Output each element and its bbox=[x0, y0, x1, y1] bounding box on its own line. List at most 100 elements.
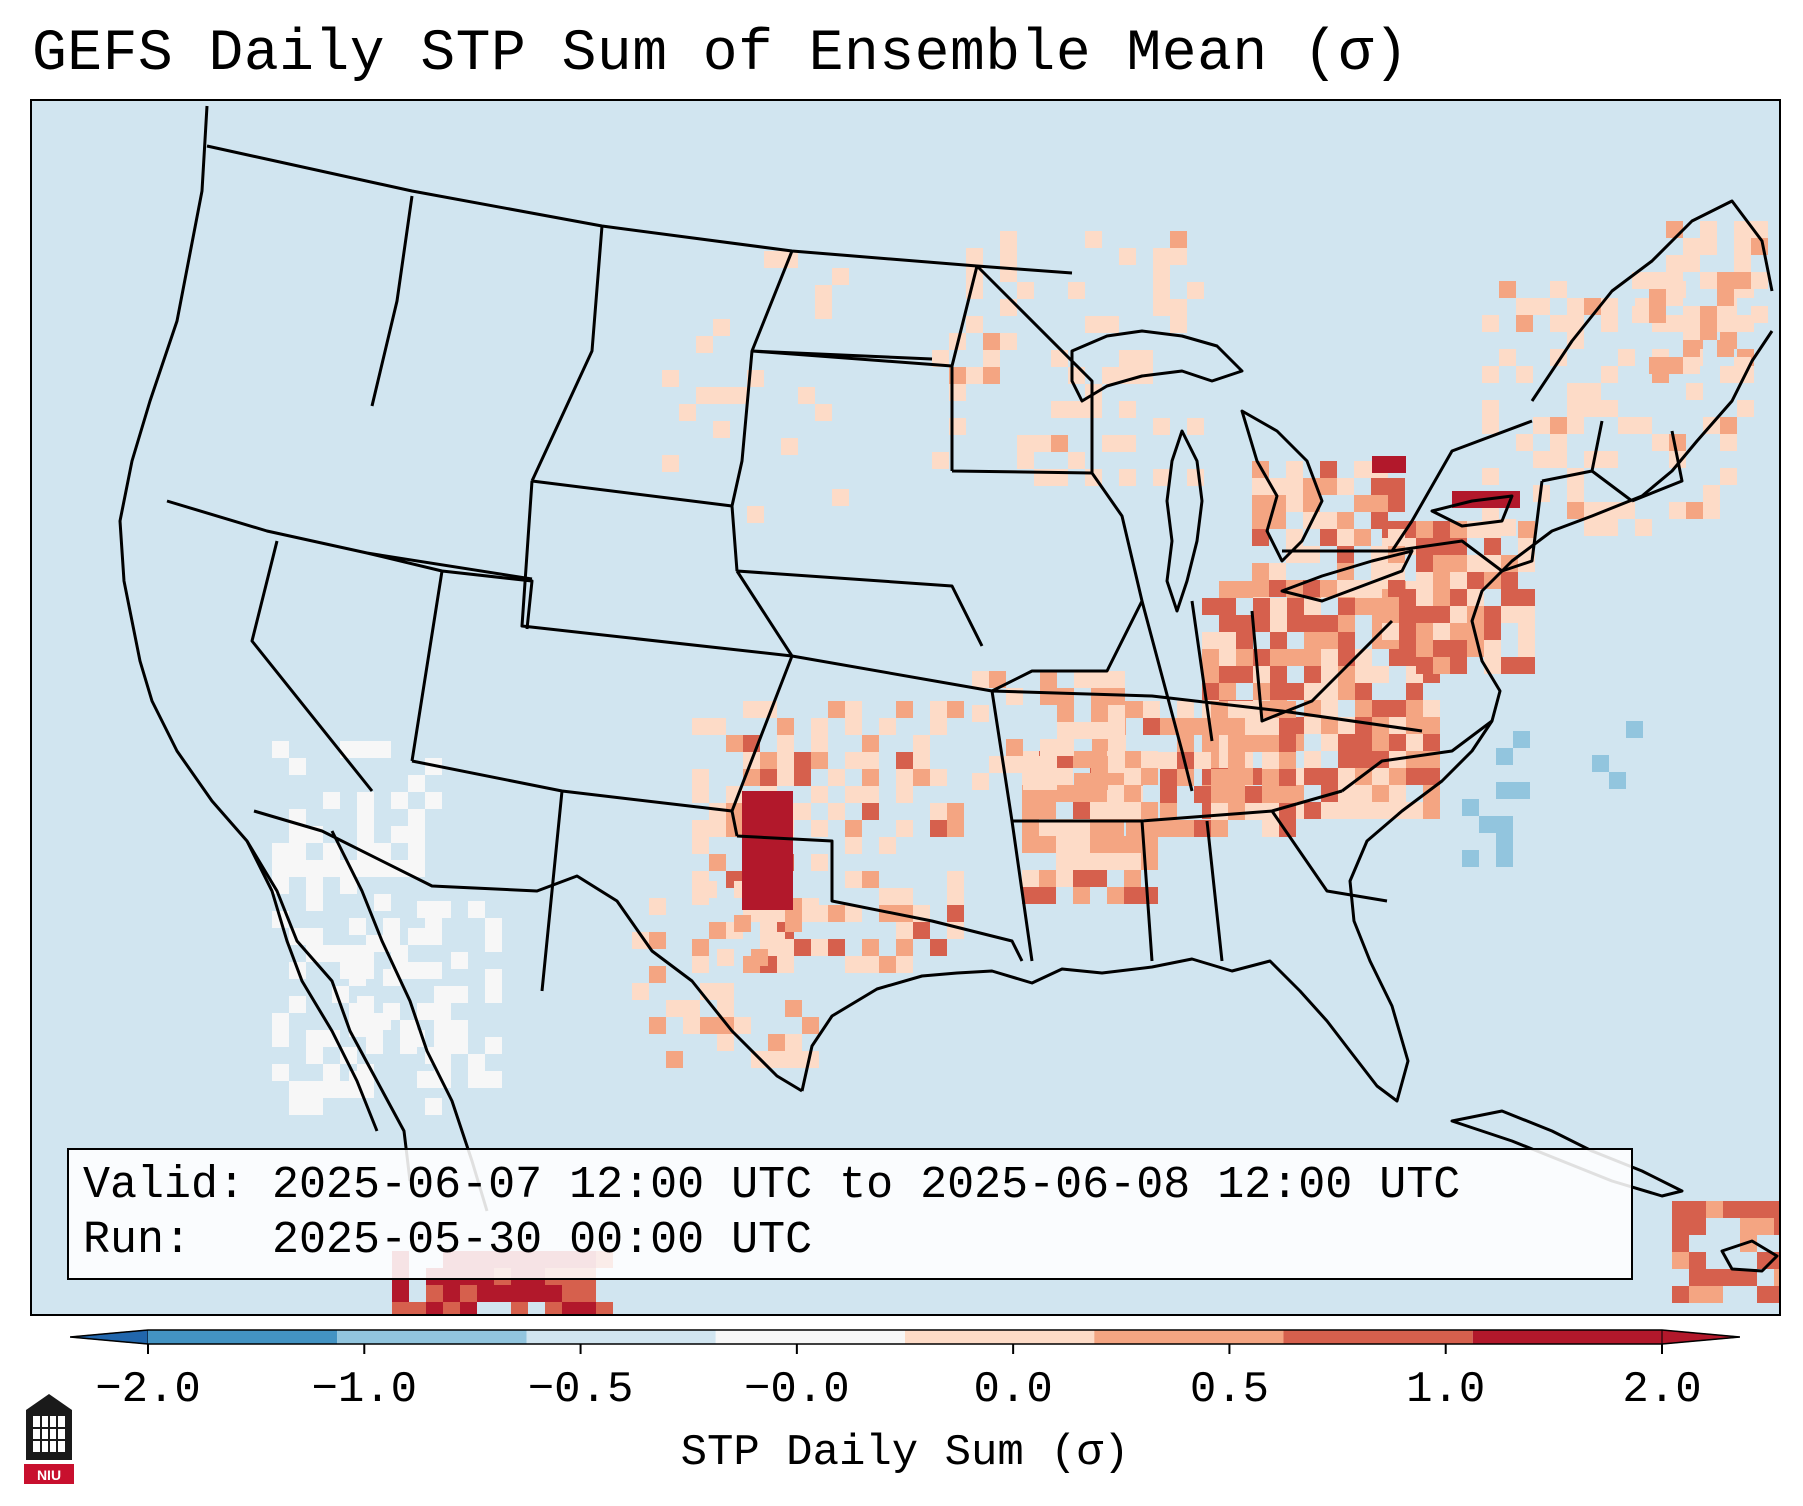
stp-cell bbox=[742, 791, 759, 808]
stp-cell bbox=[1513, 731, 1530, 748]
stp-cell bbox=[451, 1037, 468, 1054]
stp-cell bbox=[845, 956, 862, 973]
stp-cell bbox=[451, 986, 468, 1003]
stp-cell bbox=[1270, 615, 1287, 632]
stp-cell bbox=[913, 752, 930, 769]
stp-cell bbox=[408, 809, 425, 826]
stp-cell bbox=[1211, 820, 1228, 837]
stp-cell bbox=[862, 803, 879, 820]
stp-cell bbox=[649, 898, 666, 915]
stp-cell bbox=[734, 1017, 751, 1034]
stp-cell bbox=[759, 876, 776, 893]
stp-cell bbox=[1022, 870, 1039, 887]
stp-cell bbox=[966, 316, 983, 333]
stp-cell bbox=[1389, 734, 1406, 751]
stp-cell bbox=[862, 735, 879, 752]
stp-cell bbox=[811, 752, 828, 769]
stp-cell bbox=[768, 1051, 785, 1068]
stp-cell bbox=[1187, 418, 1204, 435]
stp-cell bbox=[832, 268, 849, 285]
stp-cell bbox=[1672, 1252, 1689, 1269]
stp-cell bbox=[366, 1020, 383, 1037]
stp-cell bbox=[1672, 1201, 1689, 1218]
stp-cell bbox=[323, 1030, 340, 1047]
stp-cell bbox=[1073, 870, 1090, 887]
stp-cell bbox=[1022, 819, 1039, 836]
stp-cell bbox=[1252, 580, 1269, 597]
stp-cell bbox=[1279, 786, 1296, 803]
stp-cell bbox=[1304, 615, 1321, 632]
stp-cell bbox=[1023, 756, 1040, 773]
stp-cell bbox=[709, 820, 726, 837]
stp-cell bbox=[1153, 265, 1170, 282]
stp-cell bbox=[1717, 272, 1734, 289]
stp-cell bbox=[776, 808, 793, 825]
stp-cell bbox=[1304, 717, 1321, 734]
stp-cell bbox=[1321, 615, 1338, 632]
stp-cell bbox=[1153, 469, 1170, 486]
stp-cell bbox=[1160, 803, 1177, 820]
stp-cell bbox=[1000, 231, 1017, 248]
stp-cell bbox=[1584, 383, 1601, 400]
stp-cell bbox=[1228, 735, 1245, 752]
stp-cell bbox=[1074, 722, 1091, 739]
stp-cell bbox=[306, 1081, 323, 1098]
stp-cell bbox=[1160, 752, 1177, 769]
stp-cell bbox=[1717, 306, 1734, 323]
stp-cell bbox=[1683, 238, 1700, 255]
stp-cell bbox=[1320, 478, 1337, 495]
stp-cell bbox=[434, 1037, 451, 1054]
stp-cell bbox=[1279, 718, 1296, 735]
stp-cell bbox=[989, 671, 1006, 688]
st-lawrence-coast bbox=[1530, 199, 1774, 402]
colorbar-tick-label: −1.0 bbox=[311, 1365, 418, 1415]
stp-cell bbox=[1703, 485, 1720, 502]
stp-cell bbox=[1501, 589, 1518, 606]
stp-cell bbox=[1372, 734, 1389, 751]
stp-cell bbox=[1372, 666, 1389, 683]
stp-cell bbox=[692, 769, 709, 786]
stp-cell bbox=[1170, 316, 1187, 333]
stp-cell bbox=[306, 894, 323, 911]
stp-cell bbox=[425, 792, 442, 809]
stp-cell bbox=[1672, 1286, 1689, 1303]
run-value: 2025-05-30 00:00 UTC bbox=[272, 1215, 813, 1266]
stp-cell bbox=[1160, 786, 1177, 803]
colorbar-tick-label: 0.5 bbox=[1189, 1365, 1270, 1415]
map-svg bbox=[118, 105, 1779, 1314]
stp-cell bbox=[1321, 700, 1338, 717]
stp-cell bbox=[1287, 615, 1304, 632]
stp-cell bbox=[1649, 357, 1666, 374]
stp-cell bbox=[1219, 683, 1236, 700]
stp-cell bbox=[1433, 572, 1450, 589]
stp-cell bbox=[781, 438, 798, 455]
stp-cell bbox=[913, 922, 930, 939]
stp-cell bbox=[1416, 589, 1433, 606]
stp-cell bbox=[1153, 282, 1170, 299]
stp-cell bbox=[1034, 435, 1051, 452]
colorbar-svg bbox=[69, 1329, 1741, 1354]
stp-cell bbox=[289, 860, 306, 877]
stp-cell bbox=[1236, 632, 1253, 649]
stp-cell bbox=[1740, 1218, 1757, 1235]
stp-cell bbox=[1700, 272, 1717, 289]
stp-cell bbox=[759, 825, 776, 842]
stp-cell bbox=[692, 837, 709, 854]
stp-cell bbox=[1040, 739, 1057, 756]
stp-cell bbox=[511, 1285, 528, 1302]
stp-cell bbox=[1321, 734, 1338, 751]
canada-border bbox=[206, 144, 1073, 275]
stp-cell bbox=[1518, 589, 1535, 606]
stp-cell bbox=[1723, 1269, 1740, 1286]
stp-cell bbox=[562, 1302, 579, 1314]
stp-cell bbox=[485, 986, 502, 1003]
stp-cell bbox=[1518, 606, 1535, 623]
stp-cell bbox=[785, 1051, 802, 1068]
stp-cell bbox=[1219, 581, 1236, 598]
stp-cell bbox=[1567, 315, 1584, 332]
stp-cell bbox=[306, 860, 323, 877]
stp-cell bbox=[742, 808, 759, 825]
stp-cell bbox=[374, 894, 391, 911]
stp-cell bbox=[306, 1030, 323, 1047]
stp-cell bbox=[759, 808, 776, 825]
